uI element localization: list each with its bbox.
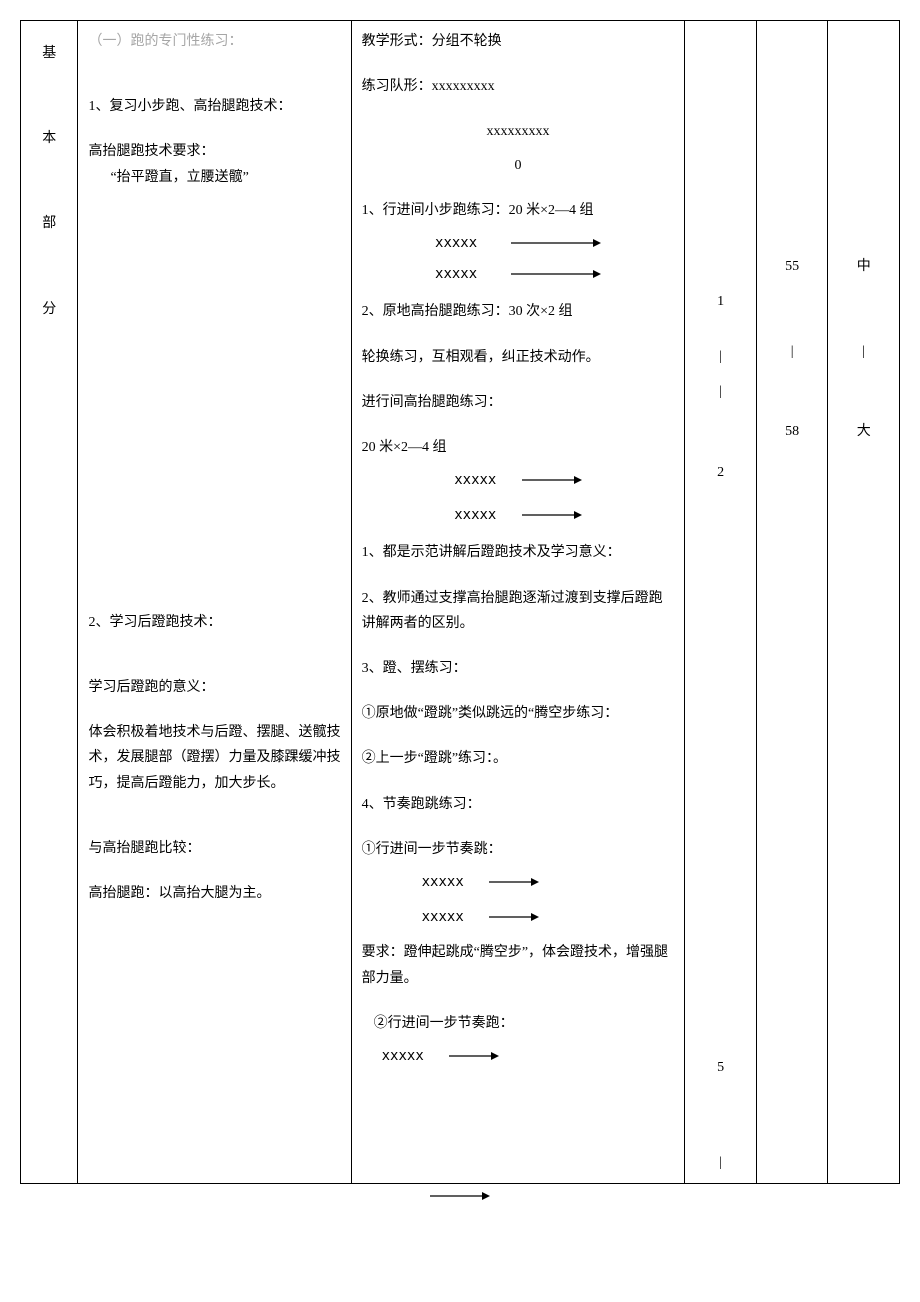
exercise-item: 1、行进间小步跑练习：20 米×2—4 组 — [362, 198, 675, 223]
x-pattern: xxxxx — [422, 874, 464, 890]
sub-item: ②行进间一步节奏跑： — [362, 1011, 675, 1036]
bar-mark: | — [695, 1150, 746, 1175]
level-value: 中 — [838, 254, 889, 279]
arrow-icon — [489, 912, 539, 922]
arrow-icon — [511, 269, 601, 279]
x-pattern: xxxxxxxxx — [432, 79, 495, 94]
count-value: 2 — [695, 460, 746, 485]
sub-item: ①行进间一步节奏跳： — [362, 837, 675, 862]
meaning-text: 体会积极着地技术与后蹬、摆腿、送髋技术，发展腿部（蹬摆）力量及膝踝缓冲技巧，提高… — [88, 720, 340, 796]
x-pattern: xxxxx — [435, 235, 477, 251]
left-char: 分 — [31, 297, 67, 322]
compare-label: 与高抬腿跑比较： — [88, 836, 340, 861]
bar-mark: | — [767, 339, 818, 364]
zero-mark: 0 — [362, 153, 675, 178]
bar-mark: | — [838, 339, 889, 364]
left-char: 本 — [31, 126, 67, 151]
paragraph: 1、都是示范讲解后蹬跑技术及学习意义： — [362, 540, 675, 565]
arrow-icon — [430, 1191, 490, 1201]
requirement-label: 高抬腿跑技术要求： — [88, 139, 340, 164]
requirement-text: “抬平蹬直，立腰送髋” — [88, 165, 340, 190]
meaning-label: 学习后蹬跑的意义： — [88, 675, 340, 700]
arrow-icon — [511, 238, 601, 248]
count-value: 5 — [695, 1055, 746, 1080]
item-text: 1、复习小步跑、高抬腿跑技术： — [88, 94, 340, 119]
bar-mark: | — [695, 344, 746, 369]
x-pattern: xxxxxxxxx — [362, 119, 675, 144]
paragraph: 2、教师通过支撑高抬腿跑逐渐过渡到支撑后蹬跑讲解两者的区别。 — [362, 586, 675, 636]
x-pattern: xxxxx — [382, 1048, 424, 1064]
level-value: 大 — [838, 419, 889, 444]
time-value: 55 — [767, 254, 818, 279]
x-pattern: xxxxx — [422, 909, 464, 925]
x-pattern: xxxxx — [454, 507, 496, 523]
form-title: 教学形式：分组不轮换 — [362, 29, 675, 54]
sub-item: ①原地做“蹬跳”类似跳远的“腾空步练习： — [362, 701, 675, 726]
exercise-item: 进行间高抬腿跑练习： — [362, 390, 675, 415]
sub-item: ②上一步“蹬跳”练习：。 — [362, 746, 675, 771]
paragraph: 4、节奏跑跳练习： — [362, 792, 675, 817]
arrow-icon — [522, 475, 582, 485]
item-text: 2、学习后蹬跑技术： — [88, 610, 340, 635]
exercise-item: 2、原地高抬腿跑练习：30 次×2 组 — [362, 299, 675, 324]
arrow-icon — [489, 877, 539, 887]
compare-text: 高抬腿跑：以高抬大腿为主。 — [88, 881, 340, 906]
count-value: 1 — [695, 289, 746, 314]
section-title: （一）跑的专门性练习： — [88, 29, 340, 54]
x-pattern: xxxxx — [435, 266, 477, 282]
left-char: 基 — [31, 41, 67, 66]
arrow-icon — [522, 510, 582, 520]
bar-mark: | — [695, 379, 746, 404]
arrow-icon — [449, 1051, 499, 1061]
time-value: 58 — [767, 419, 818, 444]
requirement-text: 要求：蹬伸起跳成“腾空步”，体会蹬技术，增强腿部力量。 — [362, 940, 675, 990]
queue-label: 练习队形： — [362, 79, 432, 94]
rotate-note: 轮换练习，互相观看，纠正技术动作。 — [362, 345, 675, 370]
paragraph: 3、蹬、摆练习： — [362, 656, 675, 681]
x-pattern: xxxxx — [454, 472, 496, 488]
left-char: 部 — [31, 211, 67, 236]
exercise-detail: 20 米×2—4 组 — [362, 435, 675, 460]
